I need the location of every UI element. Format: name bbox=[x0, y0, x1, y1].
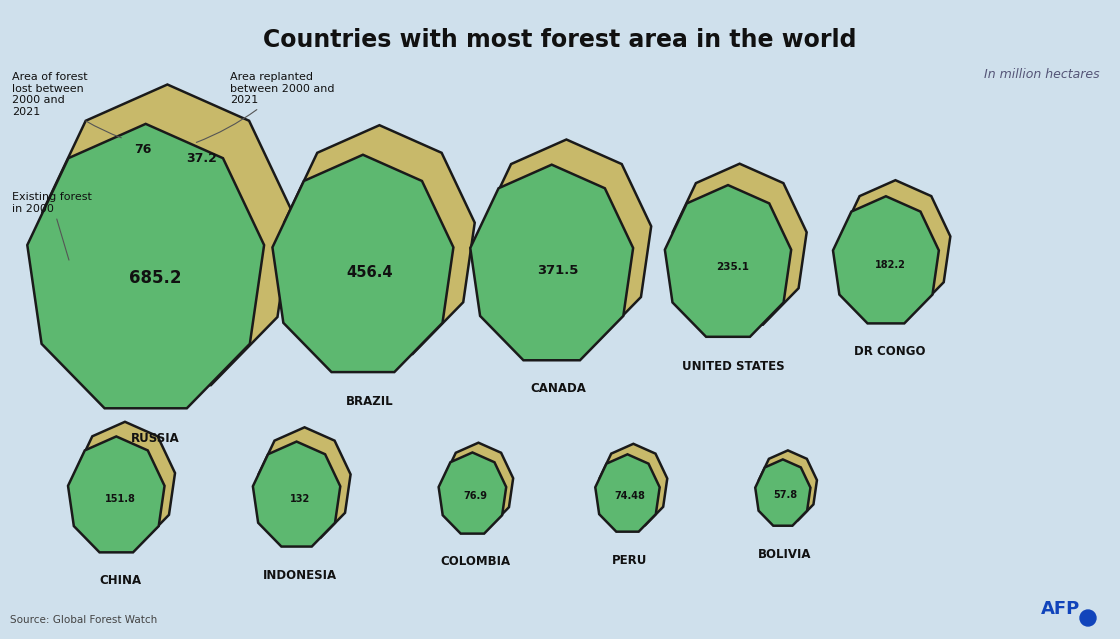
Text: 57.8: 57.8 bbox=[773, 490, 797, 500]
Text: INDONESIA: INDONESIA bbox=[263, 569, 337, 582]
Text: Source: Global Forest Watch: Source: Global Forest Watch bbox=[10, 615, 157, 625]
Text: Area of forest
lost between
2000 and
2021: Area of forest lost between 2000 and 202… bbox=[12, 72, 121, 138]
Circle shape bbox=[1080, 610, 1096, 626]
Text: 235.1: 235.1 bbox=[717, 263, 749, 272]
Text: Area replanted
between 2000 and
2021: Area replanted between 2000 and 2021 bbox=[196, 72, 335, 142]
Polygon shape bbox=[840, 180, 951, 312]
Text: UNITED STATES: UNITED STATES bbox=[682, 360, 784, 373]
Polygon shape bbox=[599, 444, 668, 525]
Polygon shape bbox=[43, 84, 292, 385]
Text: 76.9: 76.9 bbox=[463, 491, 487, 502]
Text: RUSSIA: RUSSIA bbox=[131, 432, 179, 445]
Polygon shape bbox=[284, 125, 475, 354]
Text: Existing forest
in 2000: Existing forest in 2000 bbox=[12, 192, 92, 260]
Text: In million hectares: In million hectares bbox=[984, 68, 1100, 81]
Polygon shape bbox=[470, 165, 633, 360]
Text: Countries with most forest area in the world: Countries with most forest area in the w… bbox=[263, 28, 857, 52]
Text: BOLIVIA: BOLIVIA bbox=[758, 548, 812, 561]
Polygon shape bbox=[833, 196, 939, 323]
Text: CANADA: CANADA bbox=[530, 382, 586, 395]
Text: 76: 76 bbox=[134, 143, 151, 156]
Polygon shape bbox=[68, 436, 165, 552]
Text: BRAZIL: BRAZIL bbox=[346, 395, 394, 408]
Text: 182.2: 182.2 bbox=[875, 260, 905, 270]
Text: 132: 132 bbox=[290, 493, 310, 504]
Text: 456.4: 456.4 bbox=[347, 265, 393, 280]
Polygon shape bbox=[759, 450, 816, 520]
Polygon shape bbox=[673, 164, 806, 325]
Polygon shape bbox=[595, 454, 660, 532]
Polygon shape bbox=[259, 427, 351, 538]
Text: PERU: PERU bbox=[613, 554, 647, 567]
Text: 74.48: 74.48 bbox=[615, 491, 645, 502]
Text: 371.5: 371.5 bbox=[538, 265, 579, 277]
Text: COLOMBIA: COLOMBIA bbox=[440, 555, 510, 568]
Polygon shape bbox=[665, 185, 791, 337]
Polygon shape bbox=[444, 443, 513, 526]
Text: 37.2: 37.2 bbox=[186, 152, 217, 166]
Polygon shape bbox=[439, 452, 506, 534]
Polygon shape bbox=[482, 139, 651, 343]
Polygon shape bbox=[755, 459, 811, 526]
Text: AFP: AFP bbox=[1040, 600, 1080, 618]
Polygon shape bbox=[253, 442, 340, 546]
Text: 685.2: 685.2 bbox=[129, 269, 181, 288]
Polygon shape bbox=[272, 155, 454, 372]
Polygon shape bbox=[27, 124, 264, 408]
Polygon shape bbox=[75, 422, 175, 542]
Text: CHINA: CHINA bbox=[99, 574, 141, 587]
Text: DR CONGO: DR CONGO bbox=[855, 345, 926, 358]
Text: 151.8: 151.8 bbox=[104, 495, 136, 504]
